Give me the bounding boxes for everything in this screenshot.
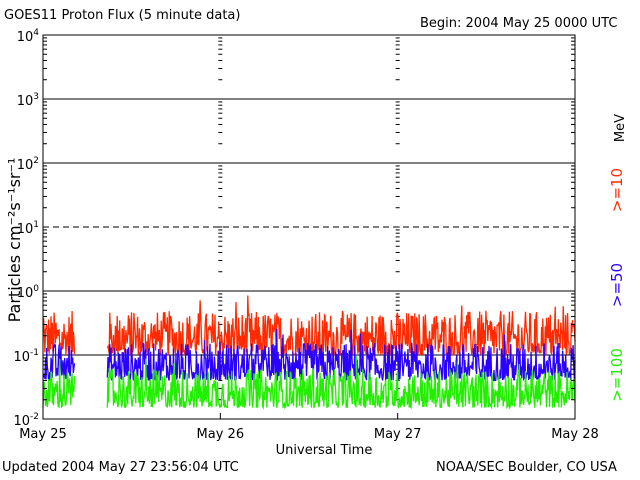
series-line-50: [106, 328, 576, 382]
series-line-100: [106, 356, 576, 410]
y-tick-label: 10-1: [13, 348, 39, 365]
credit-line: NOAA/SEC Boulder, CO USA: [436, 460, 617, 475]
y-tick-label: 103: [17, 92, 39, 109]
y-tick-label: 10-2: [13, 412, 39, 429]
x-tick-label: May 25: [19, 427, 67, 442]
legend-entry-10: >=10: [608, 168, 626, 212]
y-tick-label: 100: [17, 284, 40, 301]
unit-label: MeV: [613, 114, 628, 142]
x-axis-label: Universal Time: [276, 443, 373, 458]
x-tick-label: May 26: [197, 427, 245, 442]
x-tick-label: May 28: [551, 427, 599, 442]
series-line-100: [42, 358, 76, 409]
begin-time: Begin: 2004 May 25 0000 UTC: [420, 16, 618, 31]
legend-entry-100: >=100: [608, 348, 626, 402]
y-axis-label: Particles cm⁻²s⁻¹sr⁻¹: [5, 158, 24, 323]
y-tick-label: 102: [17, 156, 39, 173]
series-line-10: [42, 310, 76, 356]
legend-entry-50: >=50: [608, 263, 626, 307]
y-tick-label: 101: [17, 220, 39, 237]
series-line-50: [42, 343, 76, 381]
updated-time: Updated 2004 May 27 23:56:04 UTC: [2, 460, 239, 475]
plot-frame: [42, 34, 576, 420]
chart-title: GOES11 Proton Flux (5 minute data): [4, 8, 241, 23]
y-tick-label: 104: [17, 28, 40, 45]
x-tick-label: May 27: [374, 427, 422, 442]
